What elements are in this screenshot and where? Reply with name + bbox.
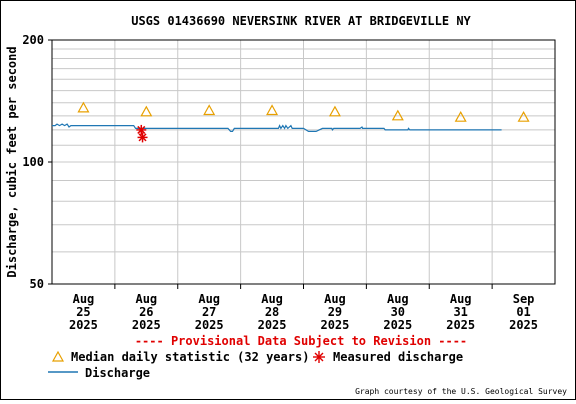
x-tick-label: 2025 [320,318,349,332]
median-marker [328,105,341,117]
x-tick-label: Aug [198,292,220,306]
x-tick-label: 30 [391,305,405,319]
credit: Graph courtesy of the U.S. Geological Su… [355,387,567,396]
median-marker [391,109,404,121]
y-axis-label: Discharge, cubic feet per second [5,46,19,277]
median-marker [140,105,153,117]
series-layer [52,101,530,143]
x-tick-label: Aug [324,292,346,306]
x-tick-label: 01 [516,305,530,319]
x-tick-label: Aug [73,292,95,306]
x-tick-label: 2025 [509,318,538,332]
x-tick-label: Sep [513,292,535,306]
legend-discharge-label: Discharge [85,366,150,380]
x-tick-label: Aug [135,292,157,306]
x-tick-label: 29 [328,305,342,319]
grid-layer [52,40,555,284]
legend-median-marker [51,350,65,362]
x-tick-label: 31 [453,305,467,319]
y-tick-label: 50 [30,277,44,291]
median-marker [517,110,530,122]
y-ticks: 50 100 200 [22,33,52,291]
x-tick-label: 2025 [383,318,412,332]
x-tick-label: 2025 [132,318,161,332]
legend-median-label: Median daily statistic (32 years) [71,350,309,364]
x-tick-label: Aug [450,292,472,306]
median-marker [454,110,467,122]
x-tick-label: 2025 [258,318,287,332]
x-tick-label: 2025 [69,318,98,332]
median-marker [77,101,90,113]
legend-measured-label: Measured discharge [333,350,463,364]
x-tick-label: 28 [265,305,279,319]
legend: Median daily statistic (32 years) Measur… [48,350,463,380]
discharge-line [52,123,502,132]
measured-marker [137,132,148,143]
x-tick-label: Aug [387,292,409,306]
x-tick-label: 26 [139,305,153,319]
x-tick-label: 27 [202,305,216,319]
measured-marker [136,124,147,135]
legend-measured-marker [313,351,325,363]
x-tick-label: 2025 [195,318,224,332]
median-marker [266,104,279,116]
x-tick-label: 2025 [446,318,475,332]
y-tick-label: 200 [22,33,44,47]
y-tick-label: 100 [22,155,44,169]
chart-title: USGS 01436690 NEVERSINK RIVER AT BRIDGEV… [131,14,471,28]
x-tick-label: 25 [76,305,90,319]
x-ticks: Aug252025Aug262025Aug272025Aug282025Aug2… [69,284,538,332]
x-tick-label: Aug [261,292,283,306]
provisional-note: ---- Provisional Data Subject to Revisio… [135,334,467,348]
median-marker [203,104,216,116]
